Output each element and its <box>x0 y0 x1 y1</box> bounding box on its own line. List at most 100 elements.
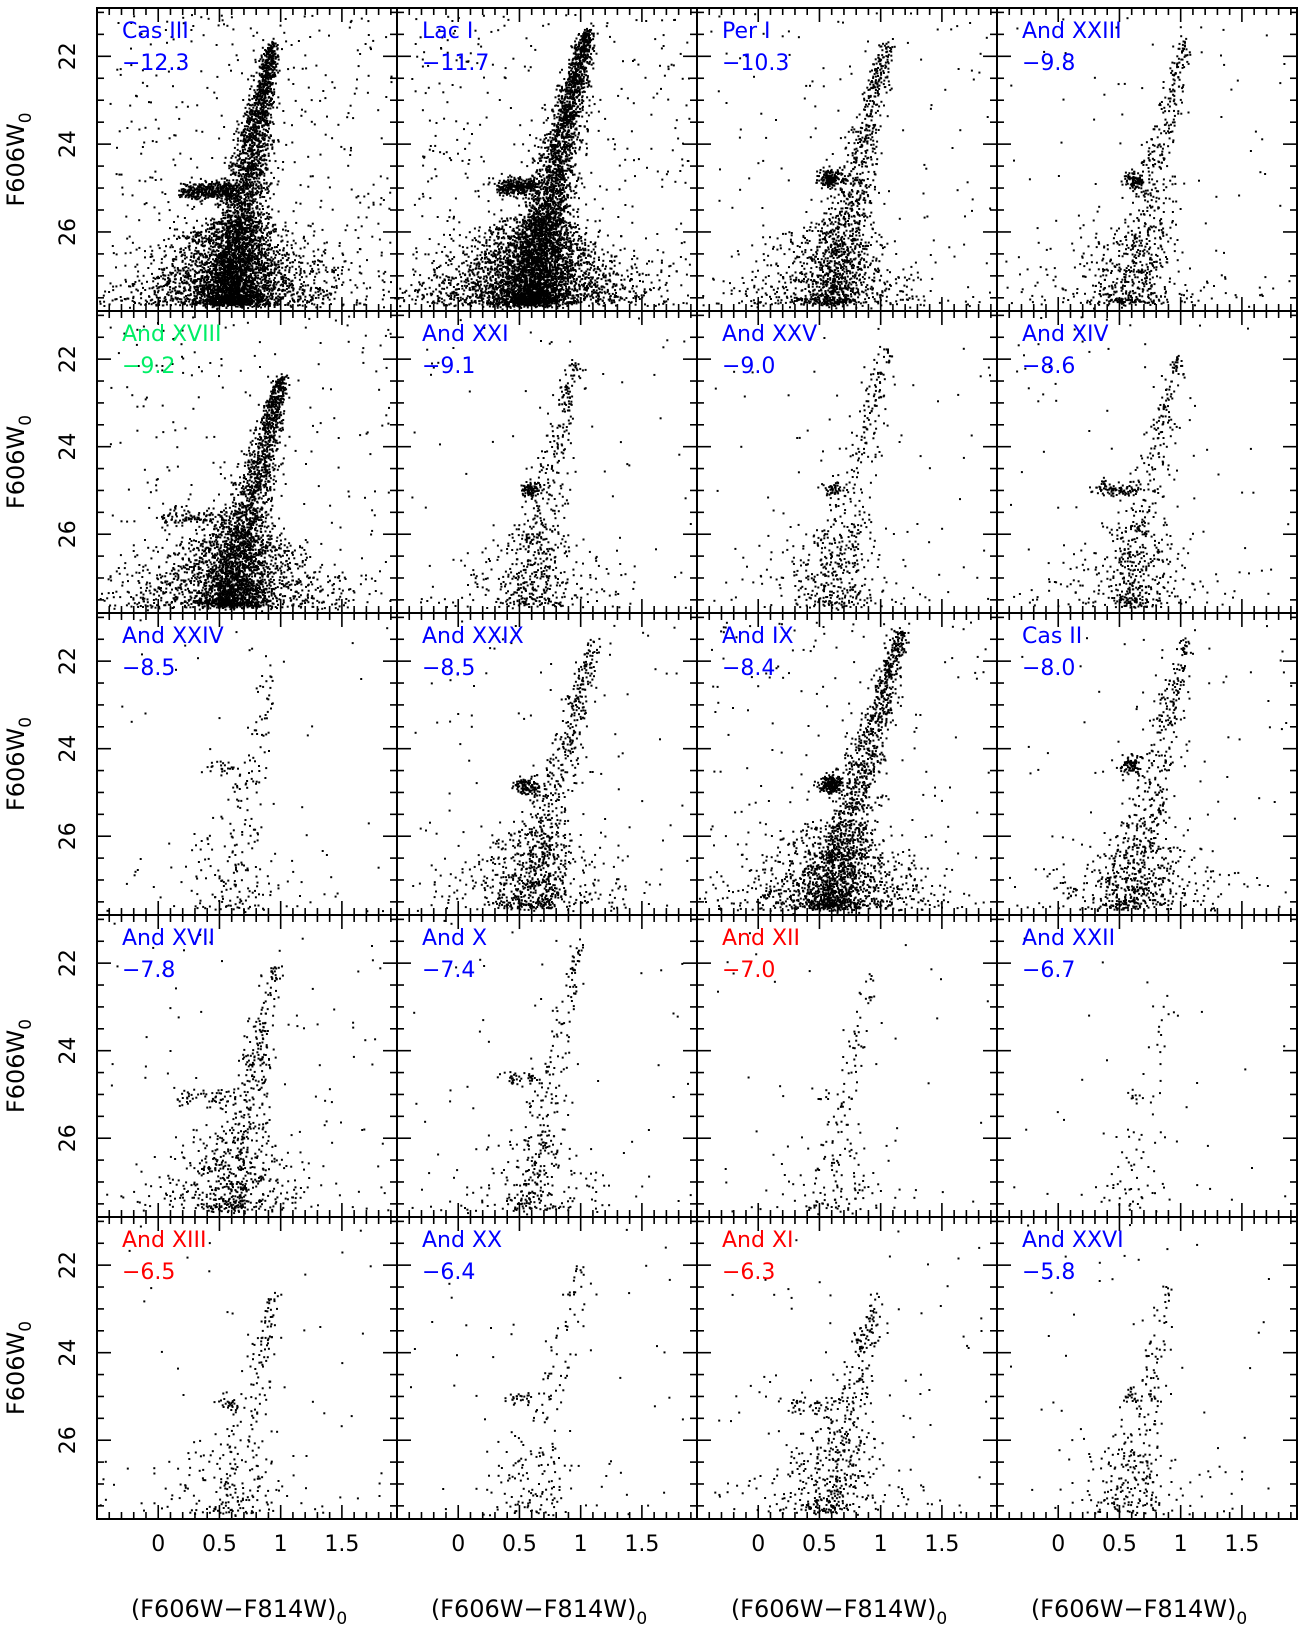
star-point <box>266 296 268 298</box>
star-point <box>174 250 176 252</box>
star-point <box>185 247 187 249</box>
star-point <box>242 173 244 175</box>
star-point <box>323 291 325 293</box>
star-point <box>233 139 235 141</box>
cmd-panel: Cas III−12.3 <box>97 8 397 312</box>
star-point <box>264 102 266 104</box>
star-point <box>264 270 266 272</box>
star-point <box>267 227 269 229</box>
star-point <box>300 268 302 270</box>
star-point <box>252 247 254 249</box>
star-point <box>256 159 258 161</box>
star-point <box>313 235 315 237</box>
star-point <box>253 212 255 214</box>
star-point <box>152 280 154 282</box>
star-point <box>257 306 259 308</box>
star-point <box>175 297 177 299</box>
star-point <box>260 150 262 152</box>
star-point <box>278 260 280 262</box>
star-point <box>356 287 358 289</box>
star-point <box>275 274 277 276</box>
star-point <box>256 156 258 158</box>
star-point <box>359 302 361 304</box>
star-point <box>138 280 140 282</box>
star-point <box>172 246 174 248</box>
star-point <box>177 297 179 299</box>
star-point <box>217 269 219 271</box>
star-point <box>244 161 246 163</box>
star-point <box>281 48 283 50</box>
star-point <box>251 265 253 267</box>
star-point <box>293 253 295 255</box>
star-point <box>267 67 269 69</box>
star-point <box>315 292 317 294</box>
star-point <box>266 110 268 112</box>
star-point <box>264 251 266 253</box>
star-point <box>131 291 133 293</box>
star-point <box>230 201 232 203</box>
star-point <box>174 282 176 284</box>
star-point <box>223 287 225 289</box>
star-point <box>267 239 269 241</box>
star-point <box>260 216 262 218</box>
star-point <box>194 279 196 281</box>
star-point <box>274 61 276 63</box>
star-point <box>261 225 263 227</box>
star-point <box>202 266 204 268</box>
star-point <box>206 284 208 286</box>
star-point <box>262 132 264 134</box>
star-point <box>213 233 215 235</box>
star-point <box>244 232 246 234</box>
star-point <box>259 172 261 174</box>
star-point <box>264 303 266 305</box>
star-point <box>240 181 242 183</box>
star-point <box>267 287 269 289</box>
star-point <box>256 178 258 180</box>
star-point <box>310 290 312 292</box>
star-point <box>192 260 194 262</box>
star-point <box>163 269 165 271</box>
star-point <box>240 247 242 249</box>
star-point <box>267 188 269 190</box>
star-point <box>255 115 257 117</box>
star-point <box>239 202 241 204</box>
star-point <box>176 238 178 240</box>
star-point <box>186 281 188 283</box>
star-point <box>243 167 245 169</box>
star-point <box>270 135 272 137</box>
star-point <box>264 299 266 301</box>
star-point <box>250 223 252 225</box>
star-point <box>279 293 281 295</box>
star-point <box>324 280 326 282</box>
star-point <box>189 288 191 290</box>
star-point <box>240 268 242 270</box>
star-point <box>286 234 288 236</box>
star-point <box>276 250 278 252</box>
star-point <box>112 286 114 288</box>
star-point <box>288 254 290 256</box>
star-point <box>265 218 267 220</box>
star-point <box>273 89 275 91</box>
star-point <box>200 288 202 290</box>
star-point <box>160 275 162 277</box>
star-point <box>257 240 259 242</box>
star-point <box>258 249 260 251</box>
star-point <box>300 272 302 274</box>
star-point <box>250 281 252 283</box>
star-point <box>245 258 247 260</box>
star-point <box>150 263 152 265</box>
star-point <box>266 284 268 286</box>
star-point <box>268 295 270 297</box>
star-point <box>237 159 239 161</box>
star-point <box>235 272 237 274</box>
star-point <box>233 224 235 226</box>
star-point <box>267 293 269 295</box>
star-point <box>267 244 269 246</box>
star-point <box>251 299 253 301</box>
star-point <box>203 282 205 284</box>
star-point <box>304 299 306 301</box>
star-point <box>228 300 230 302</box>
star-point <box>261 223 263 225</box>
star-point <box>241 223 243 225</box>
